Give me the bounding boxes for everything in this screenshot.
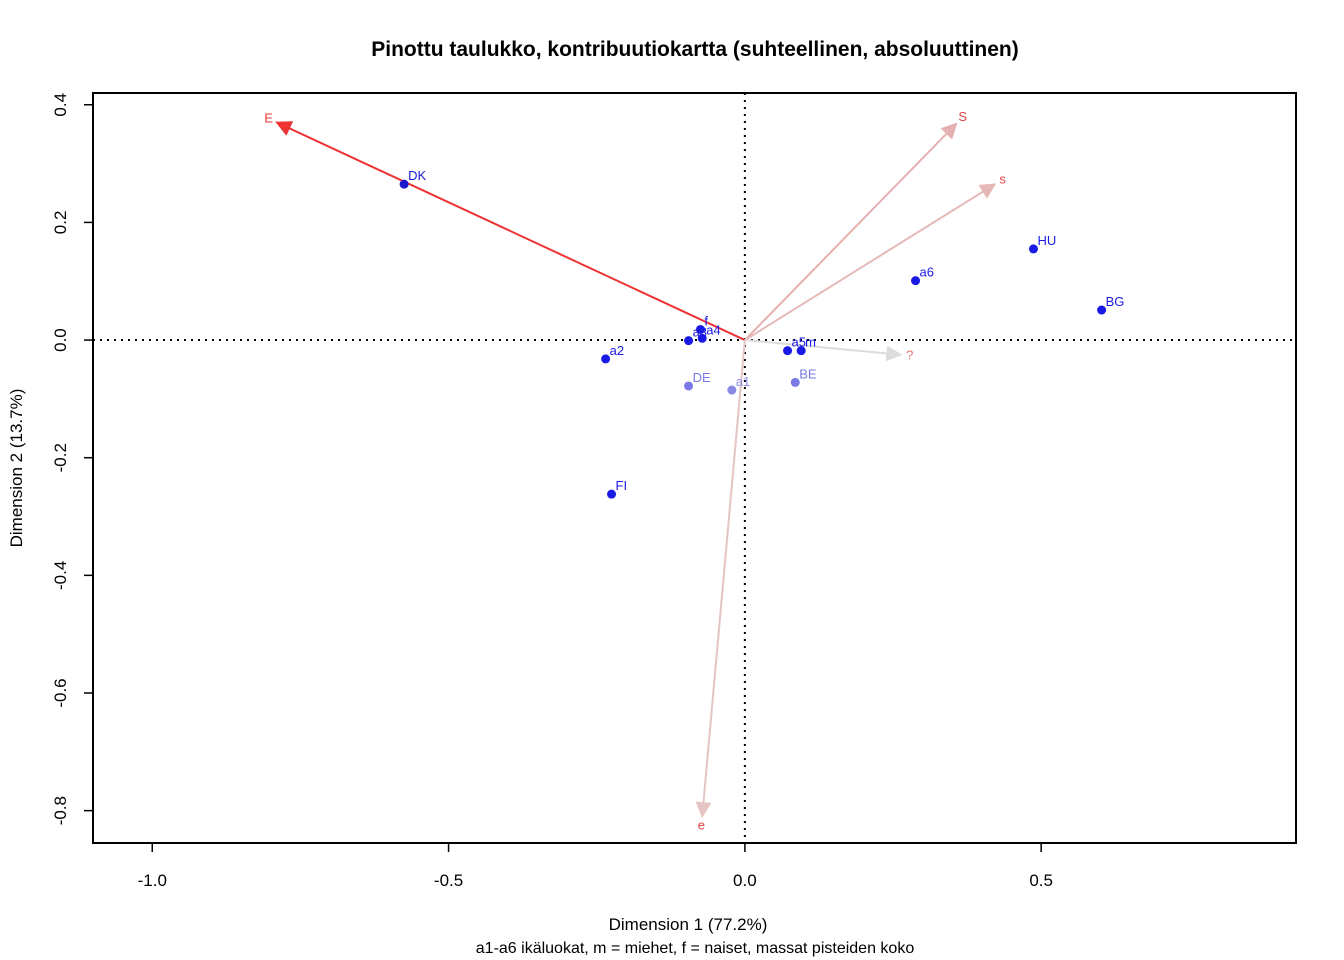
- point-a2: [601, 354, 611, 364]
- point-fi: [607, 489, 617, 499]
- point-a3: [684, 336, 694, 346]
- plot-frame: [92, 92, 1297, 844]
- point-label-a3: a3: [693, 325, 707, 340]
- arrow-q: [744, 339, 903, 362]
- x-tick-label: 0.5: [1029, 871, 1053, 890]
- point-label-a1: a1: [736, 374, 750, 389]
- y-tick-label: -0.8: [51, 796, 70, 825]
- arrow-label-q: ?: [906, 348, 913, 363]
- point-bg: [1097, 305, 1107, 315]
- y-tick-label: 0.4: [51, 93, 70, 117]
- plot-area: [92, 92, 1297, 844]
- x-tick-label: -0.5: [434, 871, 463, 890]
- arrow-label-s: S: [958, 109, 967, 124]
- point-f: [695, 324, 705, 334]
- point-label-de: DE: [693, 370, 711, 385]
- point-label-f: f: [704, 313, 708, 328]
- point-label-be: BE: [799, 366, 817, 381]
- y-tick-label: 0.0: [51, 328, 70, 352]
- column-arrows: E Ss? e: [264, 109, 1006, 832]
- arrow-label-e: e: [698, 817, 705, 832]
- x-tick-label: -1.0: [138, 871, 167, 890]
- point-label-a6: a6: [920, 265, 934, 280]
- arrow-e: [275, 121, 746, 341]
- y-axis-title: Dimension 2 (13.7%): [7, 389, 26, 548]
- point-a1: [727, 385, 737, 395]
- point-label-hu: HU: [1037, 233, 1056, 248]
- arrow-label-s: s: [999, 171, 1006, 186]
- y-tick-label: 0.2: [51, 211, 70, 235]
- point-label-fi: FI: [616, 478, 628, 493]
- point-dk: [399, 179, 409, 189]
- arrow-label-e: E: [264, 111, 273, 126]
- point-label-a2: a2: [610, 343, 624, 358]
- point-a5: [783, 346, 793, 356]
- arrow-s: [744, 122, 958, 341]
- chart-subtitle: a1-a6 ikäluokat, m = miehet, f = naiset,…: [476, 940, 915, 957]
- point-label-dk: DK: [408, 168, 426, 183]
- x-tick-label: 0.0: [733, 871, 757, 890]
- point-a4: [697, 333, 707, 343]
- x-axis: -1.0 -0.5 0.0 0.5: [138, 842, 1053, 890]
- x-axis-title: Dimension 1 (77.2%): [609, 915, 768, 934]
- point-de: [684, 381, 694, 391]
- point-hu: [1028, 244, 1038, 254]
- point-label-bg: BG: [1106, 294, 1125, 309]
- y-tick-label: -0.4: [51, 561, 70, 590]
- y-axis: 0.4 0.2 0.0 -0.2 -0.4 -0.6 -0.8: [51, 93, 94, 825]
- point-a6: [911, 276, 921, 286]
- point-m: [796, 346, 806, 356]
- point-label-a5: a5: [792, 335, 806, 350]
- point-label-m: m: [805, 335, 816, 350]
- arrow-e: [695, 339, 746, 819]
- y-tick-label: -0.2: [51, 443, 70, 472]
- arrow-s: [744, 183, 997, 341]
- point-label-a4: a4: [706, 322, 720, 337]
- point-be: [790, 377, 800, 387]
- y-tick-label: -0.6: [51, 678, 70, 707]
- chart-title: Pinottu taulukko, kontribuutiokartta (su…: [371, 38, 1019, 61]
